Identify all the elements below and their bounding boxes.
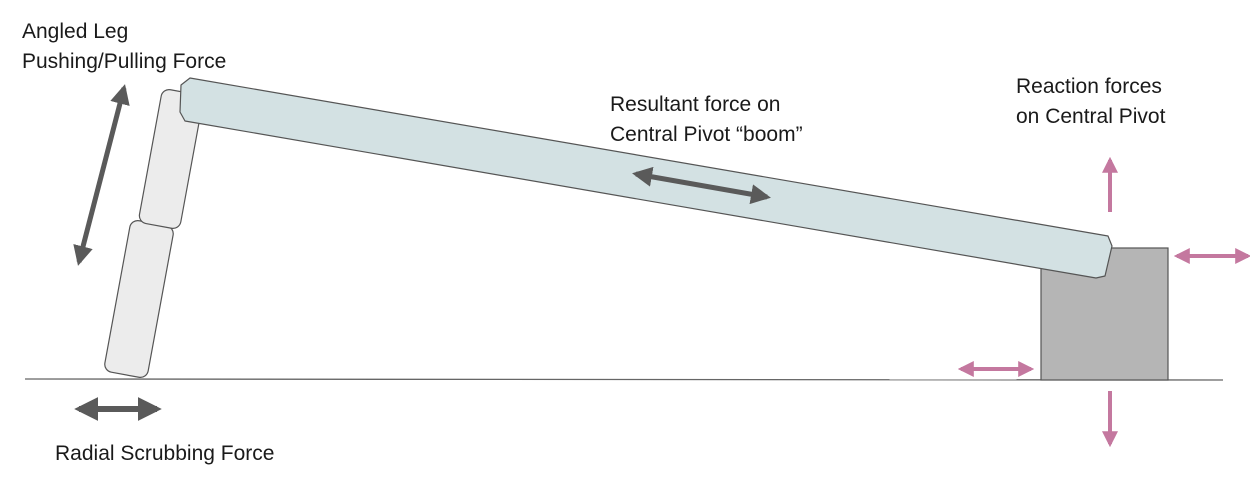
leg-lower-segment (104, 220, 174, 378)
angled-leg-label-line-2: Pushing/Pulling Force (22, 50, 227, 73)
leg-force-arrow (73, 84, 130, 266)
radial-scrubbing-force-label: Radial Scrubbing Force (55, 442, 275, 465)
angled-leg-label-line-1: Angled Leg (22, 20, 129, 43)
resultant-label-line-2: Central Pivot “boom” (610, 123, 803, 146)
reaction-label-line-2: on Central Pivot (1016, 105, 1166, 128)
reaction-forces-label: Reaction forces on Central Pivot (1016, 72, 1165, 132)
ground-line (24, 378, 1224, 381)
resultant-label-line-1: Resultant force on (610, 93, 781, 116)
boom-resultant-arrow (632, 166, 771, 205)
angled-leg-force-label: Angled Leg Pushing/Pulling Force (22, 17, 226, 77)
resultant-force-label: Resultant force on Central Pivot “boom” (610, 90, 803, 150)
reaction-label-line-1: Reaction forces (1016, 75, 1162, 98)
